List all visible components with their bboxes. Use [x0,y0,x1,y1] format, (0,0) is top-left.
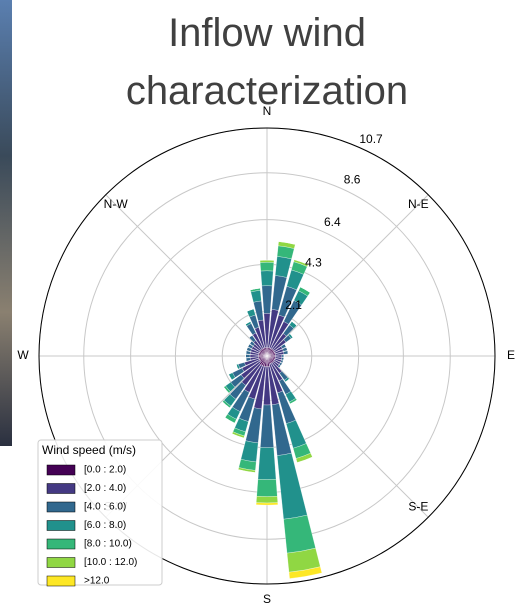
legend-swatch [47,521,75,531]
legend-label: [0.0 : 2.0) [84,465,126,476]
radial-tick-label: 4.3 [305,256,322,270]
background-photo [0,0,12,446]
legend-swatch [47,576,75,586]
legend-swatch [47,465,75,475]
legend-label: [4.0 : 6.0) [84,502,126,513]
wedge [256,496,278,503]
spoke [106,195,267,356]
wedge [251,290,262,302]
wedge [284,351,289,355]
wedge [257,479,278,496]
direction-label: E [507,348,515,362]
legend-swatch [47,502,75,512]
legend-label: [8.0 : 10.0) [84,539,132,550]
wedge [277,453,307,519]
wedge [246,354,250,357]
wedge [276,355,282,357]
radial-tick-label: 2.1 [285,298,302,312]
direction-label: W [17,348,29,362]
wedge [260,262,274,271]
legend-swatch [47,484,75,494]
direction-label: S [263,592,271,606]
radial-tick-label: 6.4 [324,215,341,229]
legend: Wind speed (m/s) [0.0 : 2.0) [2.0 : 4.0) [4… [38,440,162,587]
wedge [256,503,278,506]
wedge [246,351,251,355]
wedge [261,271,273,286]
direction-label: N-E [408,197,429,211]
radial-tick-label: 8.6 [344,172,361,186]
wedge [260,260,274,262]
legend-label: [6.0 : 8.0) [84,520,126,531]
legend-title: Wind speed (m/s) [42,443,136,457]
wedge [282,355,284,357]
legend-label: >12.0 [84,576,110,587]
radial-tick-label: 10.7 [359,132,383,146]
wedge [284,515,316,553]
slide-title: Inflow wind characterization [92,4,442,120]
legend-swatch [47,539,75,549]
wedge [275,256,291,277]
wedge [241,441,258,462]
direction-label: N-W [104,197,129,211]
wedge [260,405,273,448]
page: 2.14.36.48.610.7NN-EES-ESS-WWN-W Wind sp… [0,0,516,607]
wedge [246,358,251,362]
legend-label: [10.0 : 12.0) [84,557,137,568]
direction-label: S-E [408,499,428,513]
wedge [258,447,276,479]
legend-swatch [47,558,75,568]
wedge [262,286,272,314]
legend-label: [2.0 : 4.0) [84,483,126,494]
